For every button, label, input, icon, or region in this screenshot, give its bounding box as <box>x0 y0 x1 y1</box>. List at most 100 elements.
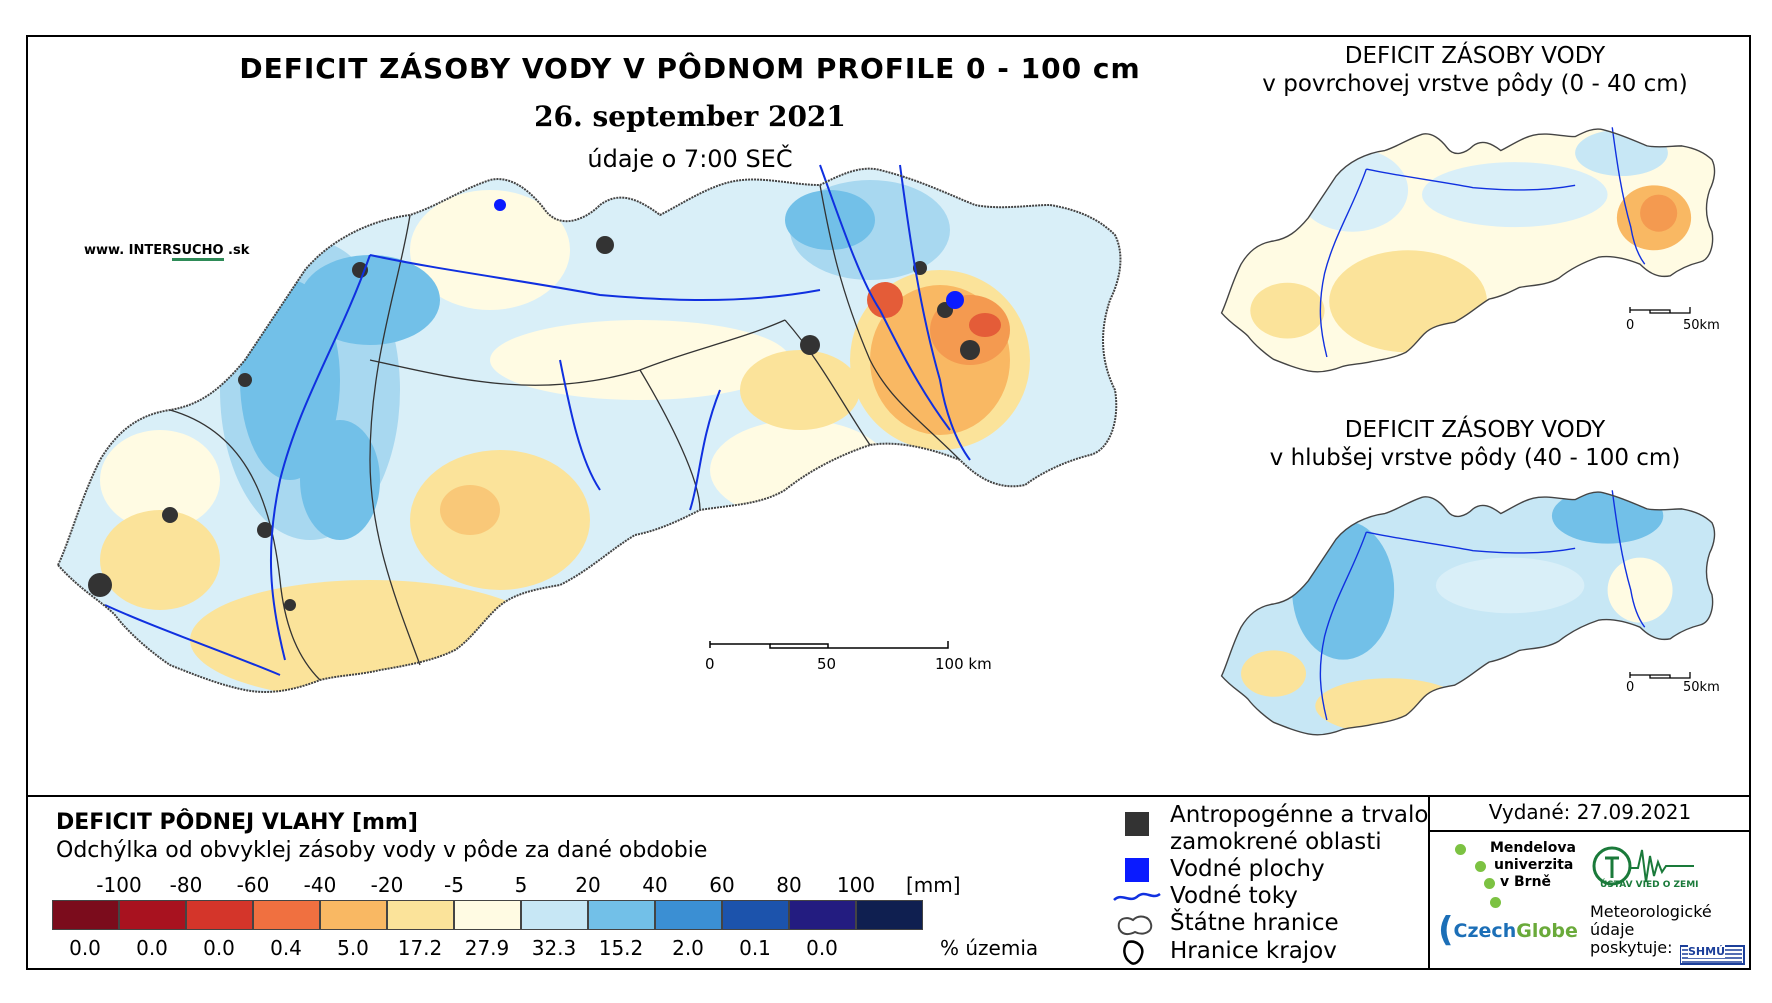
inset-top-scale-bar <box>1629 307 1691 314</box>
web-suffix: .sk <box>223 243 250 258</box>
mendel-dot-1 <box>1455 844 1466 855</box>
mendel-dot-3 <box>1484 878 1495 889</box>
key-anthro-line1: Antropogénne a trvalo <box>1170 802 1429 828</box>
main-scale-50: 50 <box>817 655 837 673</box>
legend-boundary-label: -80 <box>169 873 203 897</box>
mendel-dot-4 <box>1490 897 1501 908</box>
legend-boundary-label: 60 <box>709 873 735 897</box>
map-frame <box>26 35 1751 970</box>
inset-top-map <box>1220 127 1716 373</box>
main-scale-100: 100 km <box>935 655 992 673</box>
legend-title: DEFICIT PÔDNEJ VLAHY [mm] <box>56 810 418 835</box>
legend-swatch <box>186 900 253 930</box>
legend-swatch <box>387 900 454 930</box>
legend-pct-value: 0.0 <box>203 936 235 960</box>
main-scale-0: 0 <box>705 655 715 673</box>
legend-swatch <box>521 900 588 930</box>
legend-pct-value: 27.9 <box>464 936 510 960</box>
key-anthro: Antropogénne a trvalo zamokrené oblasti <box>1170 802 1428 856</box>
legend-swatch <box>119 900 186 930</box>
river-icon <box>1113 892 1161 901</box>
shmu-text: SHMÚ <box>1688 945 1726 958</box>
inset-top-title-line2: v povrchovej vrstve pôdy (0 - 40 cm) <box>1262 71 1688 97</box>
inset-bottom-scale-bar <box>1629 672 1691 679</box>
meteo-line2: údaje <box>1590 920 1635 939</box>
legend-unit: [mm] <box>906 873 961 897</box>
mendel-line2: univerzita <box>1494 857 1574 873</box>
legend-boundary-label: 40 <box>642 873 668 897</box>
meteo-line3: poskytuje: <box>1590 938 1673 957</box>
main-map <box>57 164 1122 693</box>
inset-bottom-title-line2: v hlubšej vrstve pôdy (40 - 100 cm) <box>1269 445 1681 471</box>
czechglobe-text-b: Globe <box>1516 920 1578 942</box>
legend-swatch <box>253 900 320 930</box>
legend-pct-value: 0.4 <box>270 936 302 960</box>
legend-pct-value: 17.2 <box>397 936 443 960</box>
legend-boundary-label: -5 <box>444 873 464 897</box>
mendel-line3: v Brně <box>1500 874 1552 890</box>
website-tag[interactable]: www. INTERSUCHO .sk <box>84 243 250 261</box>
czechglobe-arc-icon: ( <box>1438 910 1454 950</box>
key-rivers: Vodné toky <box>1170 883 1298 909</box>
legend-swatch <box>52 900 119 930</box>
inset-top-scale-50: 50km <box>1683 318 1720 333</box>
water-swatch <box>1125 858 1149 882</box>
legend-boundary-label: 20 <box>575 873 601 897</box>
legend-swatch <box>454 900 521 930</box>
issued-divider <box>1428 830 1751 832</box>
inset-top-scale-0: 0 <box>1626 318 1635 333</box>
legend-boundary-label: -100 <box>96 873 142 897</box>
legend-subtitle: Odchýlka od obvyklej zásoby vody v pôde … <box>56 838 708 863</box>
main-title: DEFICIT ZÁSOBY VODY V PÔDNOM PROFILE 0 -… <box>239 52 1141 85</box>
inset-bottom-scale-50: 50km <box>1683 680 1720 695</box>
legend-swatch <box>655 900 722 930</box>
legend-pct-value: 0.0 <box>69 936 101 960</box>
inset-top-title-line1: DEFICIT ZÁSOBY VODY <box>1344 43 1606 69</box>
mendel-dot-2 <box>1475 861 1486 872</box>
uvoz-text: ÚSTAV VIED O ZEMI <box>1600 880 1699 890</box>
legend-swatch <box>856 900 923 930</box>
key-region-border: Hranice krajov <box>1170 938 1337 964</box>
legend-swatch <box>722 900 789 930</box>
mendel-line1: Mendelova <box>1490 840 1576 856</box>
web-accent: SUCHO <box>172 243 224 261</box>
legend-swatch <box>320 900 387 930</box>
main-time: údaje o 7:00 SEČ <box>587 145 793 173</box>
logos-divider <box>1428 795 1430 970</box>
uvoz-logo <box>1592 846 1694 886</box>
legend-boundary-label: 80 <box>776 873 802 897</box>
state-border-icon <box>1117 915 1153 936</box>
main-date: 26. september 2021 <box>534 100 846 133</box>
czechglobe-text-a: Czech <box>1453 920 1517 942</box>
inset-top-title: DEFICIT ZÁSOBY VODY v povrchovej vrstve … <box>1235 42 1715 98</box>
legend-divider <box>26 795 1751 797</box>
issued-date: Vydané: 27.09.2021 <box>1488 800 1692 824</box>
legend-boundary-label: -20 <box>370 873 404 897</box>
legend-pct-value: 5.0 <box>337 936 369 960</box>
legend-pct-value: 0.1 <box>739 936 771 960</box>
main-scale-bar <box>709 641 949 649</box>
inset-bottom-map <box>1220 490 1716 736</box>
mendel-logo: Mendelova univerzita v Brně <box>1470 840 1576 891</box>
legend-swatch <box>588 900 655 930</box>
legend-boundary-label: 5 <box>514 873 528 897</box>
legend-pct-value: 2.0 <box>672 936 704 960</box>
meteo-line1: Meteorologické <box>1590 902 1712 921</box>
legend-pct-value: 32.3 <box>531 936 577 960</box>
anthro-swatch <box>1125 812 1149 836</box>
legend-boundary-label: -60 <box>236 873 270 897</box>
legend-swatch <box>789 900 856 930</box>
key-state-border: Štátne hranice <box>1170 910 1339 936</box>
inset-bottom-title: DEFICIT ZÁSOBY VODY v hlubšej vrstve pôd… <box>1235 416 1715 472</box>
legend-pct-value: 15.2 <box>598 936 644 960</box>
legend-pct-value: 0.0 <box>806 936 838 960</box>
inset-bottom-scale-0: 0 <box>1626 680 1635 695</box>
meteo-credit: Meteorologické údaje poskytuje: <box>1590 903 1712 957</box>
key-water-bodies: Vodné plochy <box>1170 856 1325 882</box>
region-border-icon <box>1123 940 1144 965</box>
inset-bottom-title-line1: DEFICIT ZÁSOBY VODY <box>1344 417 1606 443</box>
legend-boundary-label: 100 <box>836 873 876 897</box>
legend-pct-value: 0.0 <box>136 936 168 960</box>
czechglobe-logo: (CzechGlobe <box>1438 910 1578 950</box>
legend-boundary-label: -40 <box>303 873 337 897</box>
